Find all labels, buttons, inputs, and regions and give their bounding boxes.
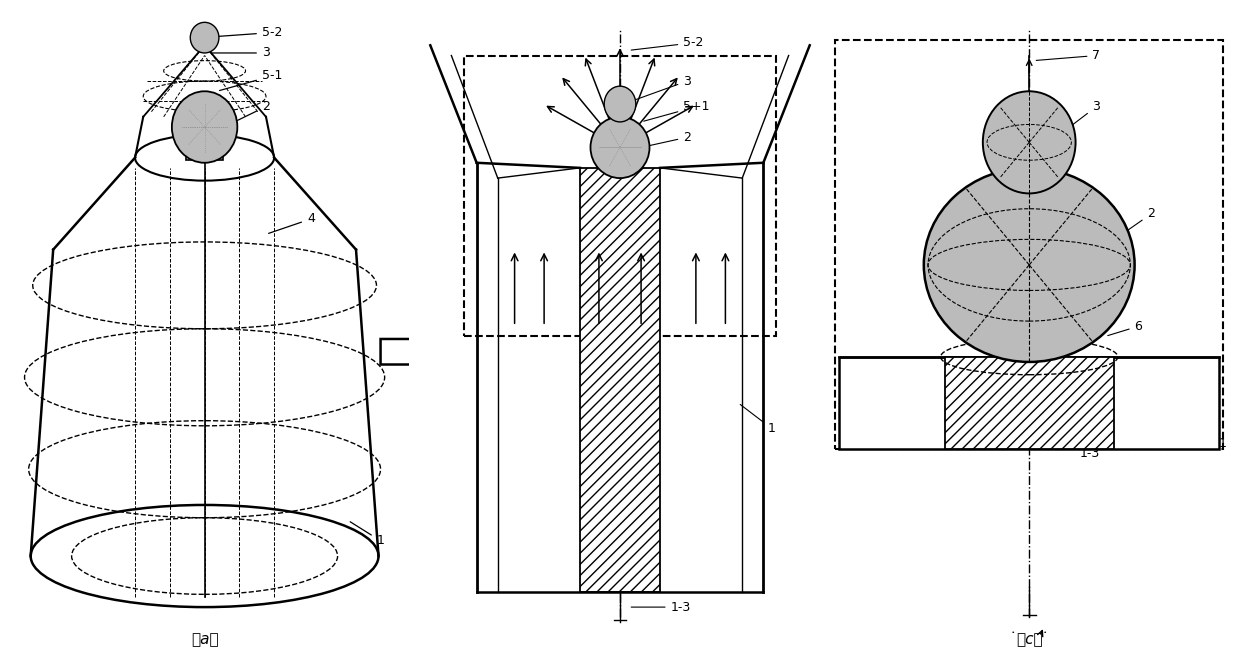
- Ellipse shape: [590, 117, 650, 178]
- Text: 5-2: 5-2: [631, 36, 703, 50]
- Text: 2: 2: [644, 130, 691, 147]
- Bar: [580, 168, 660, 592]
- Text: （a）: （a）: [191, 633, 218, 648]
- Text: 5+1: 5+1: [644, 100, 709, 121]
- Text: 5-2: 5-2: [203, 26, 283, 39]
- Text: 5-1: 5-1: [219, 69, 283, 90]
- Text: 7: 7: [1037, 49, 1100, 62]
- Text: 6: 6: [1107, 320, 1142, 335]
- Text: 1: 1: [1208, 430, 1226, 450]
- Ellipse shape: [924, 168, 1135, 362]
- Ellipse shape: [172, 91, 237, 163]
- Bar: [945, 357, 1114, 449]
- Text: 3: 3: [634, 74, 691, 101]
- Text: 1-3: 1-3: [1053, 435, 1100, 461]
- Text: 1-3: 1-3: [631, 600, 691, 614]
- Text: （c）: （c）: [1016, 633, 1043, 648]
- Ellipse shape: [190, 22, 219, 53]
- Bar: [836, 40, 1223, 449]
- Text: 3: 3: [212, 47, 270, 59]
- Text: 4: 4: [269, 212, 315, 233]
- Text: 1: 1: [740, 405, 775, 435]
- Bar: [839, 357, 1219, 449]
- Ellipse shape: [604, 86, 636, 122]
- Ellipse shape: [983, 92, 1075, 194]
- Bar: [464, 55, 776, 336]
- Bar: [186, 132, 223, 160]
- Text: 2: 2: [1125, 208, 1156, 233]
- Text: 2: 2: [232, 100, 270, 123]
- Text: 3: 3: [1065, 100, 1100, 130]
- FancyArrow shape: [381, 329, 441, 375]
- Text: 1: 1: [350, 522, 384, 547]
